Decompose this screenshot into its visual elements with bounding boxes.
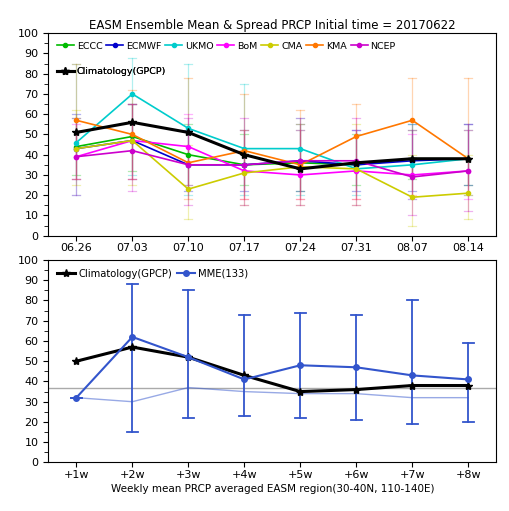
Climatology(GPCP) xyxy=(353,160,359,166)
Climatology(GPCP) xyxy=(73,129,79,135)
KMA xyxy=(185,160,191,166)
UKMO xyxy=(353,166,359,172)
ECMWF xyxy=(185,162,191,168)
CMA xyxy=(353,166,359,172)
ECMWF xyxy=(297,158,303,164)
Climatology(GPCP) xyxy=(73,358,79,364)
ECCC xyxy=(73,144,79,150)
Climatology(GPCP) xyxy=(465,156,471,162)
NCEP xyxy=(353,158,359,164)
CMA xyxy=(297,164,303,170)
Line: CMA: CMA xyxy=(74,138,470,199)
BoM xyxy=(129,137,135,144)
BoM xyxy=(185,144,191,150)
ECMWF xyxy=(241,162,247,168)
NCEP xyxy=(297,158,303,164)
KMA xyxy=(297,162,303,168)
ECMWF xyxy=(465,156,471,162)
NCEP xyxy=(241,162,247,168)
Climatology(GPCP) xyxy=(241,152,247,158)
Climatology(GPCP) xyxy=(241,373,247,379)
UKMO xyxy=(409,162,415,168)
KMA xyxy=(241,148,247,154)
UKMO xyxy=(465,156,471,162)
Climatology(GPCP) xyxy=(409,156,415,162)
Line: KMA: KMA xyxy=(74,118,470,167)
ECCC xyxy=(465,156,471,162)
Line: UKMO: UKMO xyxy=(74,92,470,171)
ECMWF xyxy=(73,146,79,152)
CMA xyxy=(185,186,191,192)
BoM xyxy=(241,168,247,174)
Line: BoM: BoM xyxy=(74,138,470,177)
Legend: Climatology(GPCP): Climatology(GPCP) xyxy=(53,63,170,80)
CMA xyxy=(241,170,247,176)
Title: EASM Ensemble Mean & Spread PRCP Initial time = 20170622: EASM Ensemble Mean & Spread PRCP Initial… xyxy=(89,19,456,32)
MME(133) xyxy=(465,377,471,383)
BoM xyxy=(297,172,303,178)
Climatology(GPCP) xyxy=(185,129,191,135)
Climatology(GPCP) xyxy=(409,382,415,388)
KMA xyxy=(73,117,79,123)
ECMWF xyxy=(409,158,415,164)
MME(133) xyxy=(409,373,415,379)
Climatology(GPCP) xyxy=(353,386,359,392)
NCEP xyxy=(129,148,135,154)
Legend: Climatology(GPCP), MME(133): Climatology(GPCP), MME(133) xyxy=(53,265,252,283)
UKMO xyxy=(129,91,135,97)
X-axis label: Weekly mean PRCP averaged EASM region(30-40N, 110-140E): Weekly mean PRCP averaged EASM region(30… xyxy=(110,484,434,494)
Line: ECCC: ECCC xyxy=(74,134,470,167)
Climatology(GPCP) xyxy=(129,344,135,350)
BoM xyxy=(465,168,471,174)
UKMO xyxy=(297,146,303,152)
Climatology(GPCP) xyxy=(185,354,191,360)
Line: NCEP: NCEP xyxy=(74,149,470,179)
CMA xyxy=(73,146,79,152)
Line: Climatology(GPCP): Climatology(GPCP) xyxy=(72,118,472,173)
ECCC xyxy=(185,152,191,158)
BoM xyxy=(409,172,415,178)
Line: ECMWF: ECMWF xyxy=(74,138,470,167)
Climatology(GPCP) xyxy=(297,166,303,172)
ECCC xyxy=(297,160,303,166)
ECCC xyxy=(241,162,247,168)
CMA xyxy=(465,190,471,196)
MME(133) xyxy=(185,354,191,360)
NCEP xyxy=(465,168,471,174)
KMA xyxy=(465,156,471,162)
MME(133) xyxy=(129,334,135,340)
UKMO xyxy=(73,140,79,146)
BoM xyxy=(73,154,79,160)
NCEP xyxy=(73,154,79,160)
NCEP xyxy=(409,174,415,180)
ECCC xyxy=(129,133,135,140)
Climatology(GPCP) xyxy=(465,382,471,388)
ECMWF xyxy=(129,137,135,144)
ECCC xyxy=(409,156,415,162)
MME(133) xyxy=(241,377,247,383)
Line: MME(133): MME(133) xyxy=(74,334,471,401)
KMA xyxy=(409,117,415,123)
MME(133) xyxy=(73,394,79,401)
CMA xyxy=(129,137,135,144)
NCEP xyxy=(185,162,191,168)
Climatology(GPCP) xyxy=(129,119,135,125)
ECMWF xyxy=(353,162,359,168)
MME(133) xyxy=(297,362,303,368)
KMA xyxy=(353,133,359,140)
MME(133) xyxy=(353,364,359,370)
Line: Climatology(GPCP): Climatology(GPCP) xyxy=(72,343,472,396)
BoM xyxy=(353,168,359,174)
ECCC xyxy=(353,162,359,168)
UKMO xyxy=(185,125,191,131)
CMA xyxy=(409,194,415,200)
KMA xyxy=(129,131,135,137)
Climatology(GPCP) xyxy=(297,388,303,394)
UKMO xyxy=(241,146,247,152)
